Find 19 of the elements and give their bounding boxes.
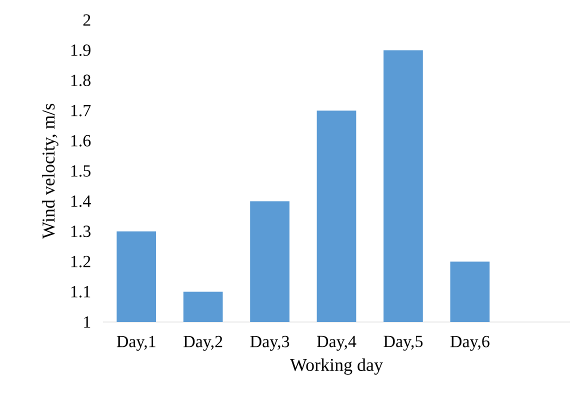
y-axis-title: Wind velocity, m/s [42, 104, 58, 239]
x-tick-label: Day,4 [317, 336, 356, 351]
x-tick-label: Day,2 [184, 336, 222, 351]
x-tick-label: Day,5 [384, 336, 423, 351]
x-tick-label: Day,1 [116, 336, 156, 351]
y-tick-label: 2 [83, 14, 90, 26]
y-tick-label: 1.8 [71, 74, 90, 86]
y-tick-label: 1 [84, 316, 90, 328]
y-tick-label: 1.3 [71, 226, 90, 238]
y-tick-label: 1.6 [71, 135, 91, 147]
y-tick-label: 1.9 [71, 44, 90, 56]
x-tick-label: Day,3 [250, 336, 290, 351]
x-tick-label: Day,6 [450, 336, 490, 351]
y-tick-label: 1.1 [71, 286, 90, 298]
y-tick-label: 1.7 [71, 104, 91, 116]
x-axis-title: Working day [290, 358, 383, 375]
y-tick-label: 1.4 [71, 195, 91, 207]
y-tick-label: 1.2 [71, 256, 90, 268]
y-tick-label: 1.5 [71, 165, 90, 177]
